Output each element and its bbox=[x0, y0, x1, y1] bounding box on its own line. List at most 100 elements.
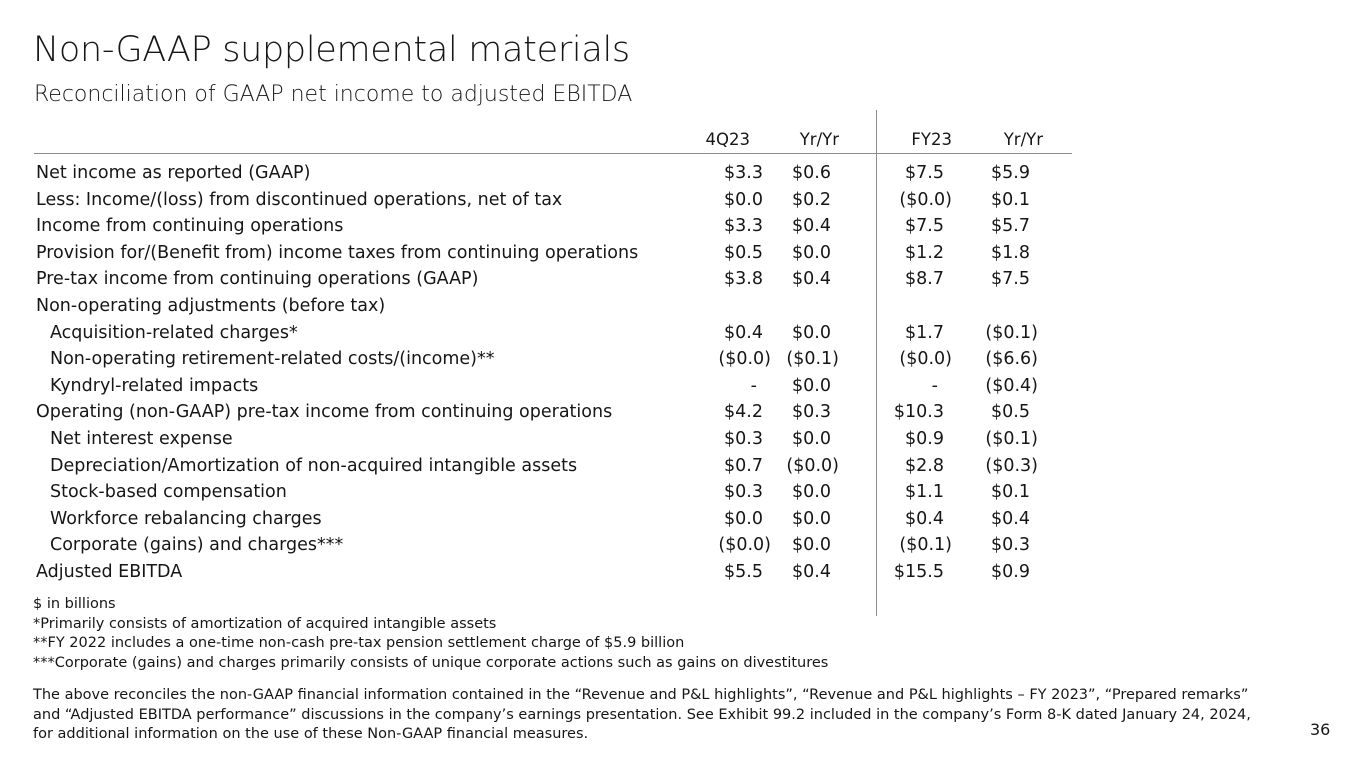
row-value: $0.0 bbox=[724, 508, 763, 529]
row-value: $5.9 bbox=[991, 163, 1030, 183]
row-value: $0.3 bbox=[792, 402, 831, 423]
row-label: Net interest expense bbox=[50, 428, 233, 449]
column-divider bbox=[876, 110, 877, 616]
disclaimer: The above reconciles the non-GAAP financ… bbox=[33, 687, 1251, 742]
page-title: Non-GAAP supplemental materials bbox=[33, 30, 630, 70]
row-value: $7.5 bbox=[991, 269, 1030, 290]
column-header-4q23: 4Q23 bbox=[705, 130, 750, 149]
row-value: $0.1 bbox=[991, 482, 1030, 503]
footnote-2: **FY 2022 includes a one-time non-cash p… bbox=[33, 635, 685, 651]
row-value: $1.1 bbox=[905, 482, 944, 503]
row-value: $0.0 bbox=[792, 482, 831, 503]
row-value: ($0.0) bbox=[786, 455, 839, 476]
table-row: Acquisition-related charges* $0.4 $0.0 $1.7… bbox=[0, 320, 1365, 347]
row-value: ($0.0) bbox=[899, 349, 952, 370]
row-value: $10.3 bbox=[893, 402, 944, 423]
table-row: Non-operating retirement-related costs/(… bbox=[0, 346, 1365, 373]
reconciliation-table: Net income as reported (GAAP) $3.3 $0.6 $7.… bbox=[0, 160, 1365, 586]
row-value: $5.7 bbox=[991, 216, 1030, 237]
row-label: Acquisition-related charges* bbox=[50, 322, 298, 343]
row-value: $3.3 bbox=[724, 216, 763, 237]
row-value: $1.7 bbox=[905, 322, 944, 343]
table-row: Corporate (gains) and charges*** ($0.0) $0… bbox=[0, 532, 1365, 559]
row-value: $0.6 bbox=[792, 163, 831, 183]
row-value: $3.8 bbox=[724, 269, 763, 290]
row-value: $0.4 bbox=[991, 508, 1030, 529]
column-header-yr-yr-quarter: Yr/Yr bbox=[799, 130, 839, 149]
row-label: Income from continuing operations bbox=[36, 216, 344, 237]
row-value: $0.3 bbox=[991, 535, 1030, 556]
row-label: Adjusted EBITDA bbox=[36, 561, 183, 582]
row-value: $0.0 bbox=[792, 322, 831, 343]
row-value: $15.5 bbox=[893, 561, 944, 582]
row-value: $0.0 bbox=[792, 428, 831, 449]
row-value: $0.5 bbox=[991, 402, 1030, 423]
row-value: $0.3 bbox=[724, 428, 763, 449]
row-value: $0.1 bbox=[991, 189, 1030, 210]
row-value: $0.0 bbox=[792, 508, 831, 529]
row-label: Provision for/(Benefit from) income taxe… bbox=[36, 242, 639, 263]
row-label: Kyndryl-related impacts bbox=[50, 375, 259, 396]
row-value: $4.2 bbox=[724, 402, 763, 423]
table-row: Workforce rebalancing charges $0.0 $0.0 $0.… bbox=[0, 506, 1365, 533]
table-row: Pre-tax income from continuing operation… bbox=[0, 266, 1365, 293]
footnote-units: $ in billions bbox=[33, 596, 116, 612]
header-rule bbox=[34, 153, 1072, 154]
row-value: $0.0 bbox=[724, 189, 763, 210]
row-value: ($0.0) bbox=[718, 535, 771, 556]
row-value: $0.3 bbox=[724, 482, 763, 503]
row-value: $0.0 bbox=[792, 535, 831, 556]
footnote-1: *Primarily consists of amortization of a… bbox=[33, 615, 497, 632]
column-header-yr-yr-year: Yr/Yr bbox=[1003, 130, 1043, 149]
table-row: Operating (non-GAAP) pre-tax income from… bbox=[0, 399, 1365, 426]
table-row: Adjusted EBITDA $5.5 $0.4 $15.5 $0.9 bbox=[0, 559, 1365, 586]
row-value: ($0.1) bbox=[985, 428, 1038, 449]
row-value: ($6.6) bbox=[985, 349, 1038, 370]
row-value: $0.9 bbox=[991, 561, 1030, 582]
table-row: Non-operating adjustments (before tax) bbox=[0, 293, 1365, 320]
row-value: $0.4 bbox=[792, 561, 831, 582]
row-label: Corporate (gains) and charges*** bbox=[50, 535, 344, 556]
row-value: $1.2 bbox=[905, 242, 944, 263]
row-value: $0.4 bbox=[792, 216, 831, 237]
table-row: Stock-based compensation $0.3 $0.0 $1.1 $0.1 bbox=[0, 479, 1365, 506]
row-value: $0.4 bbox=[792, 269, 831, 290]
row-value: $0.0 bbox=[792, 242, 831, 263]
table-row: Income from continuing operations $3.3 $0.… bbox=[0, 213, 1365, 240]
page-number: 36 bbox=[1310, 720, 1331, 739]
row-value: ($0.0) bbox=[899, 189, 952, 210]
row-label: Workforce rebalancing charges bbox=[50, 508, 322, 529]
row-label: Non-operating adjustments (before tax) bbox=[36, 295, 386, 316]
row-value: $5.5 bbox=[724, 561, 763, 582]
row-label: Net income as reported (GAAP) bbox=[36, 163, 311, 183]
page-subtitle: Reconciliation of GAAP net income to adj… bbox=[34, 82, 633, 107]
table-row: Net income as reported (GAAP) $3.3 $0.6 $7.… bbox=[0, 160, 1365, 187]
row-label: Less: Income/(loss) from discontinued op… bbox=[36, 189, 563, 210]
footnotes: $ in billions *Primarily consists of amo… bbox=[33, 595, 828, 673]
column-header-fy23: FY23 bbox=[911, 130, 952, 149]
row-value: ($0.1) bbox=[786, 349, 839, 370]
row-value: $0.9 bbox=[905, 428, 944, 449]
row-value: $0.5 bbox=[724, 242, 763, 263]
footnote-3: ***Corporate (gains) and charges primari… bbox=[33, 654, 829, 671]
row-value: $1.8 bbox=[991, 242, 1030, 263]
row-label: Stock-based compensation bbox=[50, 482, 287, 503]
row-value: $7.5 bbox=[905, 163, 944, 183]
row-value: - bbox=[750, 375, 757, 396]
row-label: Depreciation/Amortization of non-acquire… bbox=[50, 455, 578, 476]
row-value: $2.8 bbox=[905, 455, 944, 476]
row-value: $0.2 bbox=[792, 189, 831, 210]
table-row: Provision for/(Benefit from) income taxe… bbox=[0, 240, 1365, 267]
row-value: ($0.1) bbox=[899, 535, 952, 556]
row-value: ($0.4) bbox=[985, 375, 1038, 396]
row-value: $0.7 bbox=[724, 455, 763, 476]
row-value: $0.0 bbox=[792, 375, 831, 396]
row-value: - bbox=[931, 375, 938, 396]
row-label: Operating (non-GAAP) pre-tax income from… bbox=[36, 402, 613, 423]
table-row: Kyndryl-related impacts - $0.0 - ($0.4) bbox=[0, 373, 1365, 400]
row-value: $0.4 bbox=[905, 508, 944, 529]
row-label: Pre-tax income from continuing operation… bbox=[36, 269, 479, 290]
table-row: Less: Income/(loss) from discontinued op… bbox=[0, 187, 1365, 214]
row-value: ($0.1) bbox=[985, 322, 1038, 343]
row-value: ($0.0) bbox=[718, 349, 771, 370]
